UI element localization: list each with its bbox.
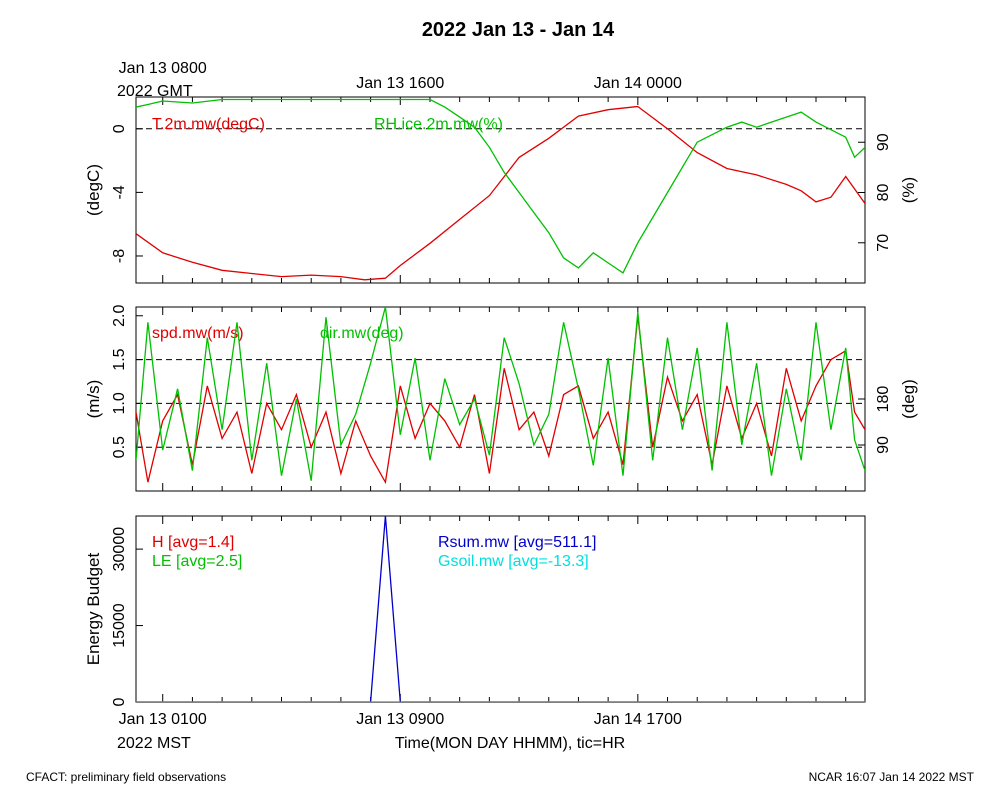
y-tick-label: 0 (111, 697, 128, 706)
legend-entry: RH.ice.2m.mw(%) (374, 116, 503, 133)
y-tick-label: 2.0 (111, 305, 128, 327)
y-right-tick-label: 90 (875, 133, 892, 151)
y-right-axis-label: (deg) (899, 379, 918, 419)
energy-budget-panel: 0 15000 30000 Energy Budget H [avg=1.4] LE [a… (84, 515, 866, 706)
top-tick-label: Jan 14 0000 (594, 75, 682, 92)
y-axis-label: (degC) (84, 164, 103, 216)
top-timezone-label: 2022 GMT (117, 83, 193, 100)
chart-title: 2022 Jan 13 - Jan 14 (422, 19, 615, 41)
x-axis-label: Time(MON DAY HHMM), tic=HR (395, 735, 625, 752)
y-axis-label: Energy Budget (84, 552, 103, 665)
bottom-time-axis: Jan 13 0100 Jan 13 0900 Jan 14 1700 (119, 711, 682, 728)
legend-entry: spd.mw(m/s) (152, 325, 244, 342)
series-line-1 (136, 105, 865, 281)
panel-frame (135, 96, 866, 284)
y-tick-label: 1.0 (111, 392, 128, 414)
series-line-2 (136, 307, 865, 481)
y-tick-label: -4 (111, 185, 128, 199)
legend-entry: Gsoil.mw [avg=-13.3] (438, 553, 589, 570)
series-line-1 (136, 315, 865, 485)
bottom-tick-label: Jan 13 0900 (356, 711, 444, 728)
wind-panel: 0.5 1.0 1.5 2.0 (m/s) 90 180 (deg) spd.mw(m/s) di… (84, 305, 918, 492)
temperature-humidity-panel: -8 -4 0 (degC) 70 80 90 (%) T.2m.mw(degC) RH.ice.… (84, 96, 918, 284)
bottom-tick-label: Jan 14 1700 (594, 711, 682, 728)
series-line-2 (136, 98, 865, 274)
y-right-axis-label: (%) (899, 177, 918, 203)
y-tick-label: 30000 (111, 527, 128, 572)
y-tick-label: 0 (111, 124, 128, 133)
top-tick-label: Jan 13 0800 (119, 60, 207, 77)
y-right-tick-label: 90 (875, 436, 892, 454)
legend-entry: H [avg=1.4] (152, 534, 234, 551)
legend-entry: Rsum.mw [avg=511.1] (438, 534, 596, 551)
legend-entry: LE [avg=2.5] (152, 553, 242, 570)
y-right-tick-label: 180 (875, 386, 892, 413)
y-tick-label: -8 (111, 249, 128, 263)
y-right-tick-label: 70 (875, 234, 892, 252)
y-right-tick-label: 80 (875, 184, 892, 202)
bottom-timezone-label: 2022 MST (117, 735, 191, 752)
y-tick-label: 1.5 (111, 348, 128, 370)
y-tick-label: 0.5 (111, 436, 128, 458)
footer-note: CFACT: preliminary field observations (26, 770, 226, 784)
legend-entry: T.2m.mw(degC) (152, 116, 265, 133)
legend-entry: dir.mw(deg) (320, 325, 404, 342)
bottom-tick-label: Jan 13 0100 (119, 711, 207, 728)
top-tick-label: Jan 13 1600 (356, 75, 444, 92)
y-tick-label: 15000 (111, 603, 128, 648)
top-time-axis: Jan 13 0800 Jan 13 1600 Jan 14 0000 (119, 60, 682, 92)
y-axis-label: (m/s) (84, 380, 103, 419)
footer-timestamp: NCAR 16:07 Jan 14 2022 MST (809, 770, 975, 784)
